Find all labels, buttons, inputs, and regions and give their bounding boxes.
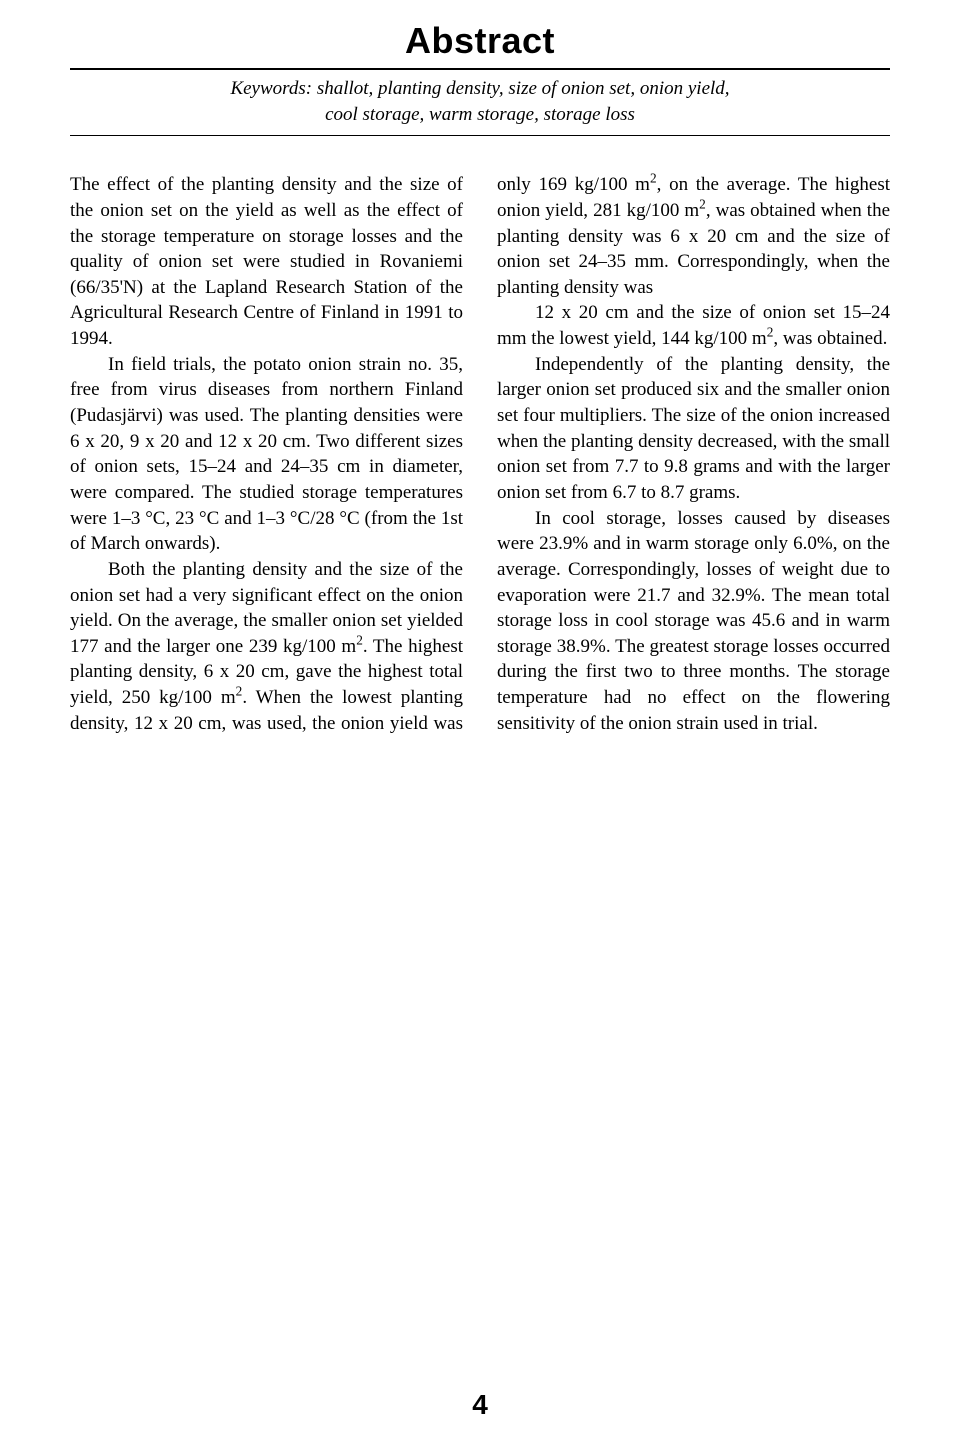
keywords-label: Keywords: [230,78,312,99]
sup-2: 2 [699,197,706,212]
sup-2: 2 [650,171,657,186]
page: Abstract Keywords: shallot, planting den… [0,0,960,1449]
paragraph-5: Independently of the planting density, t… [497,352,890,506]
keywords-block: Keywords: shallot, planting density, siz… [70,68,890,136]
paragraph-2: In field trials, the potato onion strain… [70,352,463,557]
paragraph-1: The effect of the planting density and t… [70,172,463,351]
abstract-body: The effect of the planting density and t… [70,172,890,736]
abstract-title: Abstract [70,20,890,62]
keywords-line-1: shallot, planting density, size of onion… [317,78,730,99]
page-number: 4 [0,1389,960,1421]
keywords-line-2: cool storage, warm storage, storage loss [325,104,635,125]
p4b: , was obtained. [773,328,887,349]
paragraph-4: 12 x 20 cm and the size of onion set 15–… [497,300,890,351]
paragraph-6: In cool storage, losses caused by diseas… [497,506,890,737]
sup-2: 2 [356,632,363,647]
